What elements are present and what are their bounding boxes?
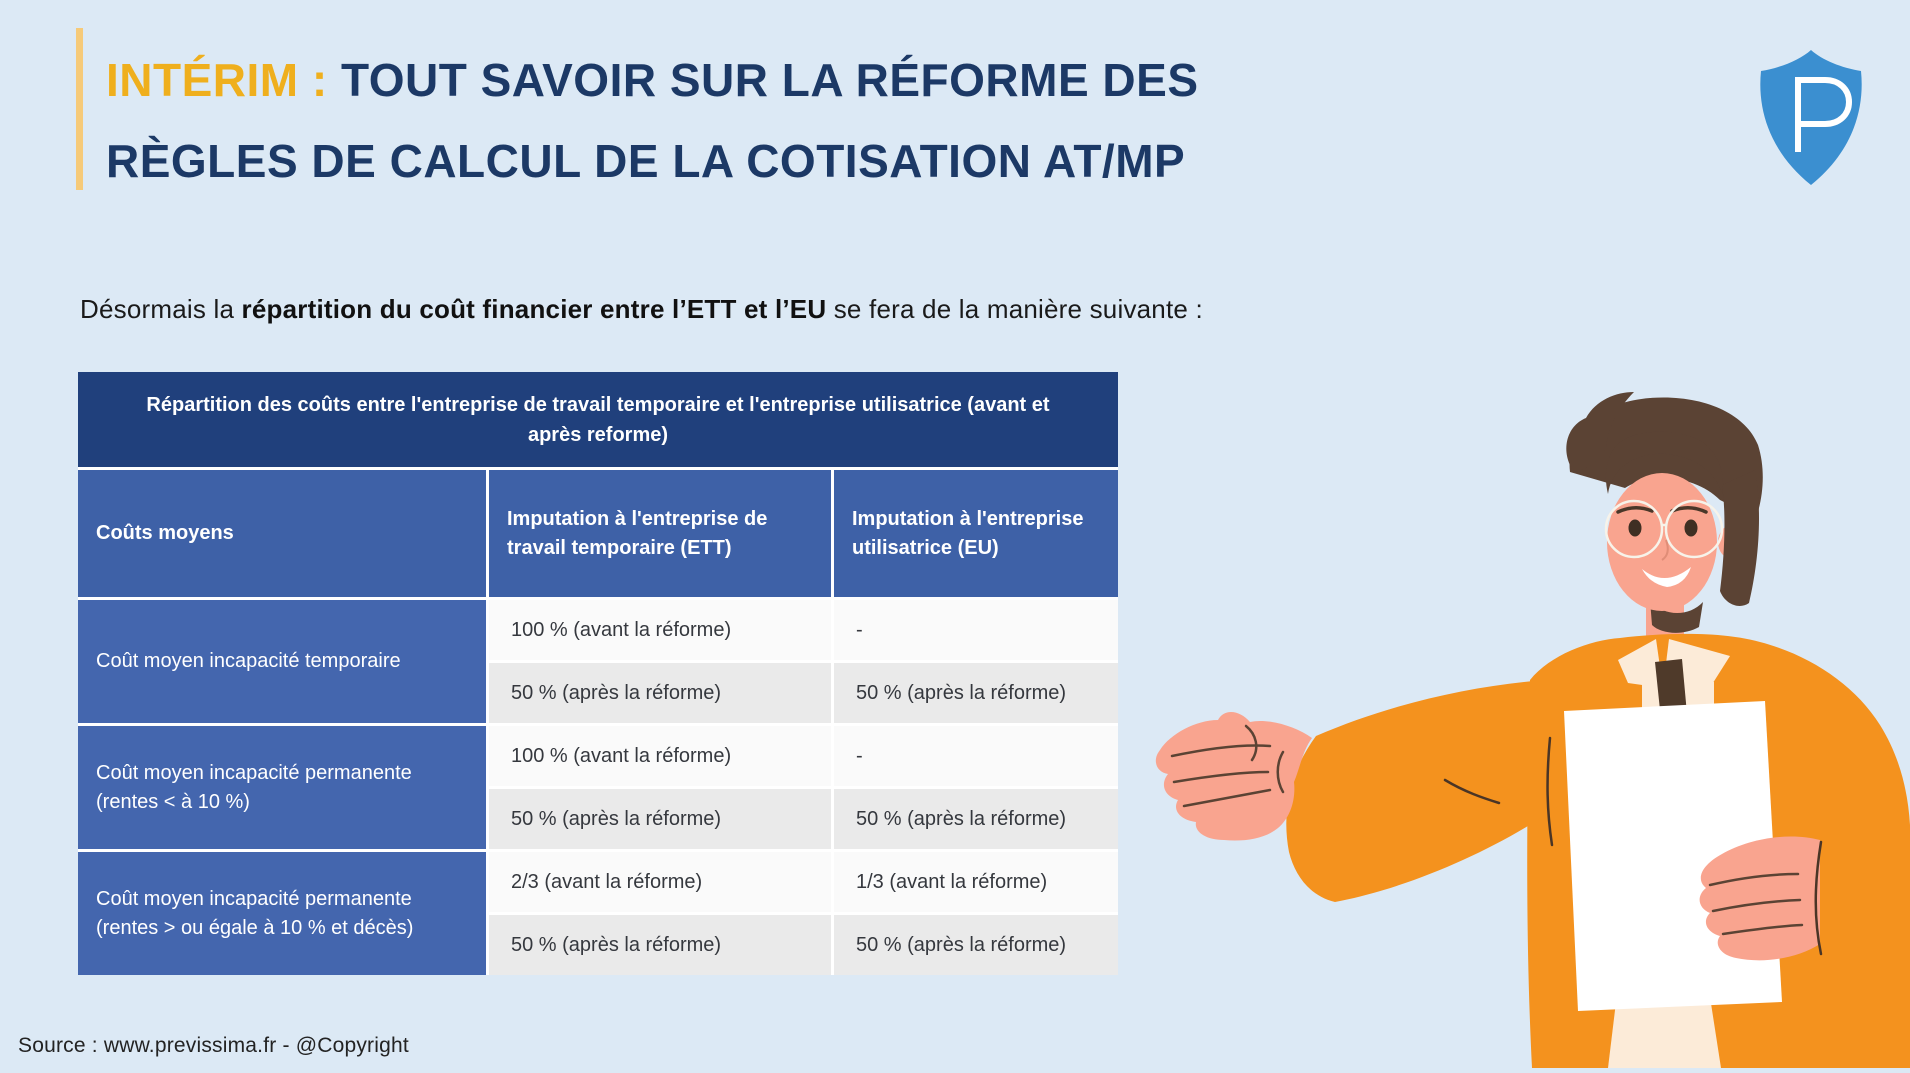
row-label-incapacite-permanente-sup10-deces: Coût moyen incapacité permanente (rentes… xyxy=(78,852,486,975)
column-header-imputation-eu: Imputation à l'entreprise utilisatrice (… xyxy=(834,470,1118,597)
title-accent-bar xyxy=(76,28,83,190)
intro-pre: Désormais la xyxy=(80,294,242,324)
column-header-couts-moyens: Coûts moyens xyxy=(78,470,486,597)
table-cell: - xyxy=(834,726,1118,786)
page-title-highlight: INTÉRIM : xyxy=(106,54,328,106)
row-label-incapacite-permanente-inf10: Coût moyen incapacité permanente (rentes… xyxy=(78,726,486,849)
table-caption: Répartition des coûts entre l'entreprise… xyxy=(78,372,1118,467)
intro-sentence: Désormais la répartition du coût financi… xyxy=(80,294,1580,325)
page-title-line1: INTÉRIM : TOUT SAVOIR SUR LA RÉFORME DES xyxy=(106,54,1199,106)
table-cell: - xyxy=(834,600,1118,660)
presenter-man-icon xyxy=(1155,392,1910,1068)
table-cell: 50 % (après la réforme) xyxy=(834,789,1118,849)
table-cell: 1/3 (avant la réforme) xyxy=(834,852,1118,912)
page-title-line1-rest: TOUT SAVOIR SUR LA RÉFORME DES xyxy=(327,54,1199,106)
source-credit: Source : www.previssima.fr - @Copyright xyxy=(18,1034,409,1057)
table-cell: 50 % (après la réforme) xyxy=(489,663,831,723)
presenter-illustration xyxy=(1150,340,1910,1068)
cost-distribution-table: Répartition des coûts entre l'entreprise… xyxy=(78,372,1118,975)
column-header-imputation-ett: Imputation à l'entreprise de travail tem… xyxy=(489,470,831,597)
table-cell: 50 % (après la réforme) xyxy=(489,789,831,849)
table-cell: 100 % (avant la réforme) xyxy=(489,726,831,786)
table-cell: 50 % (après la réforme) xyxy=(489,915,831,975)
table-cell: 100 % (avant la réforme) xyxy=(489,600,831,660)
intro-bold: répartition du coût financier entre l’ET… xyxy=(241,294,827,324)
table-cell: 50 % (après la réforme) xyxy=(834,915,1118,975)
page-title: INTÉRIM : TOUT SAVOIR SUR LA RÉFORME DES… xyxy=(106,40,1506,202)
table-cell: 2/3 (avant la réforme) xyxy=(489,852,831,912)
previssima-shield-logo xyxy=(1746,38,1876,190)
table-cell: 50 % (après la réforme) xyxy=(834,663,1118,723)
intro-post: se fera de la manière suivante : xyxy=(826,294,1203,324)
shield-icon xyxy=(1760,50,1862,185)
row-label-incapacite-temporaire: Coût moyen incapacité temporaire xyxy=(78,600,486,723)
page-title-line2: RÈGLES DE CALCUL DE LA COTISATION AT/MP xyxy=(106,135,1186,187)
